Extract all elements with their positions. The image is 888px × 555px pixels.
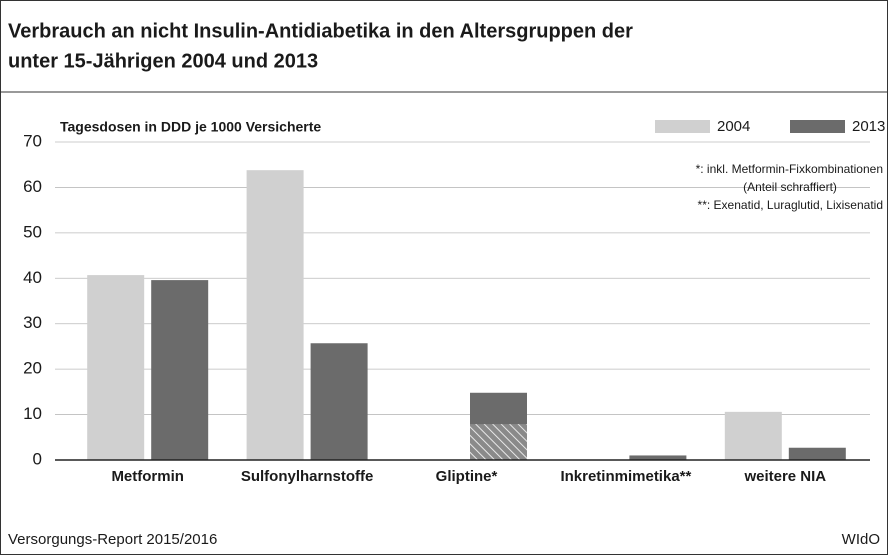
legend-label: 2004 [717,118,750,135]
bar [724,411,782,460]
legend-swatch [655,120,710,133]
y-tick-label: 10 [23,404,42,423]
source: Versorgungs-Report 2015/2016 [8,531,217,548]
x-tick-label: Gliptine* [436,468,498,485]
chart-title: unter 15-Jährigen 2004 und 2013 [8,50,318,72]
bar [87,275,145,460]
y-tick-label: 0 [33,449,42,468]
bar [246,170,304,460]
x-tick-label: Inkretinmimetika** [560,468,691,485]
y-tick-label: 30 [23,313,42,332]
axis-label: Tagesdosen in DDD je 1000 Versicherte [60,119,321,135]
x-tick-label: Metformin [111,468,184,485]
y-tick-label: 20 [23,359,42,378]
legend-label: 2013 [852,118,885,135]
bar [310,343,368,460]
bar [151,280,209,460]
x-tick-label: Sulfonylharnstoffe [241,468,374,485]
hatched-share [470,424,527,460]
annotation: *: inkl. Metformin-Fixkombinationen [696,162,883,176]
y-tick-label: 50 [23,222,42,241]
publisher: WIdO [842,531,880,548]
y-tick-label: 70 [23,131,42,150]
annotation: (Anteil schraffiert) [743,180,837,194]
annotation: **: Exenatid, Luraglutid, Lixisenatid [698,198,883,212]
x-tick-label: weitere NIA [743,468,826,485]
y-tick-label: 60 [23,177,42,196]
chart-title: Verbrauch an nicht Insulin-Antidiabetika… [8,20,633,42]
bar [629,455,687,460]
y-tick-label: 40 [23,268,42,287]
bar [788,447,846,460]
legend-swatch [790,120,845,133]
